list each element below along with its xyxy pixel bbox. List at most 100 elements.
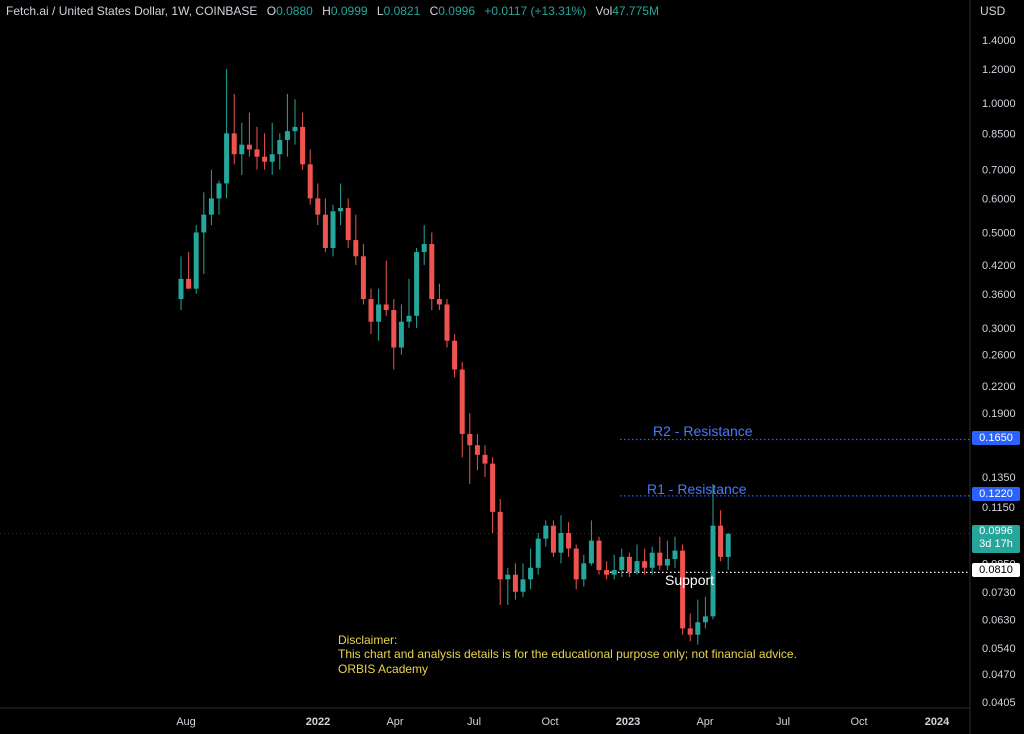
candle-body-38 <box>467 433 473 446</box>
brand-name: ORBIS Academy <box>338 662 429 676</box>
y-tick-21: 0.0470 <box>982 669 1016 681</box>
candlesticks <box>178 68 731 645</box>
r1-price-tag: 0.1220 <box>972 487 1020 501</box>
candle-body-32 <box>421 243 427 253</box>
open-value: 0.0880 <box>276 4 313 18</box>
y-tick-22: 0.0405 <box>982 697 1016 709</box>
candle-body-5 <box>216 183 222 199</box>
y-tick-2: 1.0000 <box>982 98 1016 110</box>
last-price-tag: 0.0996 3d 17h <box>972 525 1020 553</box>
volume-value: 47.775M <box>612 4 659 18</box>
y-tick-20: 0.0540 <box>982 643 1016 655</box>
candle-body-30 <box>406 315 412 322</box>
change-value: +0.0117 (+13.31%) <box>484 4 587 18</box>
candle-body-28 <box>391 310 397 348</box>
y-tick-19: 0.0630 <box>982 614 1016 626</box>
candle-body-65 <box>672 550 678 560</box>
candle-body-60 <box>634 561 640 573</box>
candle-body-12 <box>269 154 275 162</box>
candle-body-66 <box>680 550 686 629</box>
candle-body-59 <box>626 556 632 573</box>
close-value: 0.0996 <box>438 4 475 18</box>
candle-body-10 <box>254 149 260 157</box>
candle-body-54 <box>588 540 594 564</box>
candle-body-35 <box>444 304 450 341</box>
y-tick-11: 0.2200 <box>982 381 1016 393</box>
currency-label[interactable]: USD <box>980 4 1006 18</box>
y-tick-18: 0.0730 <box>982 587 1016 599</box>
candle-body-34 <box>436 299 442 305</box>
candle-body-68 <box>695 622 701 635</box>
candle-body-20 <box>330 211 336 249</box>
candle-body-70 <box>710 525 716 617</box>
candle-body-50 <box>558 533 564 553</box>
x-tick-0: Aug <box>176 716 196 728</box>
candle-body-17 <box>307 164 313 199</box>
candle-body-36 <box>452 340 458 370</box>
x-tick-2: Apr <box>386 716 403 728</box>
time-axis[interactable]: Aug 2022 Apr Jul Oct 2023 Apr Jul Oct 2024 <box>176 716 950 728</box>
y-tick-5: 0.6000 <box>982 193 1016 205</box>
candle-body-15 <box>292 126 298 132</box>
x-tick-7: Jul <box>776 716 790 728</box>
price-axis[interactable]: 1.4000 1.2000 1.0000 0.8500 0.7000 0.6000 0.50… <box>982 35 1016 709</box>
y-tick-10: 0.2600 <box>982 350 1016 362</box>
candle-body-19 <box>322 214 328 249</box>
y-tick-8: 0.3600 <box>982 289 1016 301</box>
candle-body-56 <box>604 570 610 575</box>
y-tick-14: 0.1350 <box>982 472 1016 484</box>
candle-body-64 <box>664 559 670 566</box>
support-price-tag: 0.0810 <box>972 563 1020 577</box>
candle-body-26 <box>376 304 382 322</box>
candle-body-25 <box>368 299 374 322</box>
y-tick-9: 0.3000 <box>982 323 1016 335</box>
y-tick-7: 0.4200 <box>982 260 1016 272</box>
y-tick-0: 1.4000 <box>982 35 1016 47</box>
candle-body-2 <box>193 232 199 289</box>
candle-body-3 <box>201 214 207 233</box>
candle-body-11 <box>262 156 268 162</box>
candle-body-42 <box>497 511 503 580</box>
candle-body-61 <box>642 561 648 568</box>
support-label: Support <box>665 572 715 588</box>
low-label: L <box>376 4 384 18</box>
r1-resistance-label: R1 - Resistance <box>647 481 747 497</box>
candle-body-21 <box>338 207 344 212</box>
close-label: C <box>429 4 439 18</box>
r2-resistance-label: R2 - Resistance <box>653 423 753 439</box>
countdown-value: 3d 17h <box>979 538 1013 550</box>
candle-body-40 <box>482 454 488 464</box>
disclaimer: Disclaimer: This chart and analysis deta… <box>338 633 797 661</box>
x-tick-9: 2024 <box>925 716 950 728</box>
candle-body-52 <box>573 548 579 580</box>
candle-body-41 <box>490 463 496 512</box>
candle-body-24 <box>360 256 366 300</box>
candle-body-13 <box>277 140 283 155</box>
high-label: H <box>322 4 331 18</box>
candle-body-71 <box>718 525 724 557</box>
low-value: 0.0821 <box>383 4 421 18</box>
candle-body-18 <box>315 198 321 215</box>
candle-body-37 <box>459 369 465 434</box>
candle-body-22 <box>345 207 351 241</box>
candle-body-6 <box>224 133 230 184</box>
r2-price-tag: 0.1650 <box>972 431 1020 445</box>
x-tick-6: Apr <box>696 716 713 728</box>
candle-body-47 <box>535 538 541 568</box>
candle-body-0 <box>178 278 184 300</box>
candle-body-33 <box>429 243 435 300</box>
candle-body-29 <box>398 321 404 348</box>
symbol-title[interactable]: Fetch.ai / United States Dollar, 1W, COI… <box>6 4 258 18</box>
candle-body-16 <box>300 126 306 165</box>
y-tick-15: 0.1150 <box>982 502 1015 514</box>
x-tick-3: Jul <box>467 716 481 728</box>
candle-body-67 <box>687 628 693 635</box>
legend-header: Fetch.ai / United States Dollar, 1W, COI… <box>6 4 659 18</box>
candle-body-9 <box>246 144 252 150</box>
candle-body-48 <box>543 525 549 539</box>
candle-body-53 <box>581 563 587 580</box>
candle-body-14 <box>284 131 290 141</box>
x-tick-1: 2022 <box>306 716 330 728</box>
y-tick-12: 0.1900 <box>982 408 1016 420</box>
